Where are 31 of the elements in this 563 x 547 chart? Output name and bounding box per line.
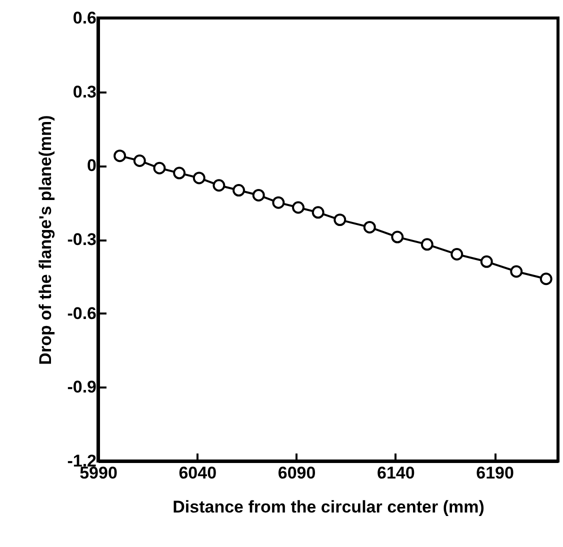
y-tick-label: 0.3	[72, 82, 96, 102]
x-axis-title: Distance from the circular center (mm)	[172, 498, 484, 516]
point	[334, 214, 346, 226]
point	[212, 179, 226, 192]
point	[272, 196, 285, 209]
y-tick-label: 0	[87, 156, 96, 176]
point	[114, 150, 126, 162]
point	[153, 162, 166, 174]
point	[540, 272, 552, 286]
point	[450, 248, 464, 260]
y-tick-label: -0.6	[67, 304, 96, 323]
x-tick-label: 6190	[476, 464, 514, 482]
y-tick-label: -0.3	[67, 230, 96, 249]
point	[312, 206, 324, 219]
point	[252, 188, 265, 202]
point	[173, 166, 186, 180]
point	[292, 201, 305, 214]
y-axis-title: Drop of the flange's plane(mm)	[36, 115, 56, 365]
x-tick-label: 6040	[178, 464, 217, 482]
point	[363, 220, 376, 234]
x-tick-label: 6140	[377, 464, 415, 482]
point	[192, 172, 206, 184]
point	[133, 154, 146, 167]
point	[420, 238, 434, 251]
y-tick-label: 0.6	[72, 8, 96, 28]
point	[480, 255, 493, 268]
point	[510, 265, 523, 278]
x-tick-label: 6090	[278, 464, 316, 482]
point	[391, 230, 404, 244]
y-tick-label: -0.9	[67, 378, 96, 397]
point	[232, 184, 246, 197]
